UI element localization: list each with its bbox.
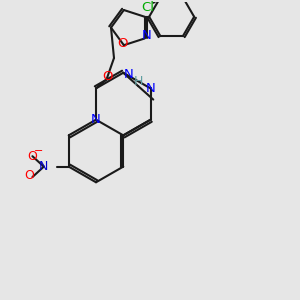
Text: N: N: [141, 29, 151, 42]
Text: N: N: [124, 68, 134, 81]
Text: N: N: [39, 160, 49, 173]
Text: O: O: [25, 169, 34, 182]
Text: O: O: [103, 70, 113, 83]
Text: N: N: [91, 113, 101, 126]
Text: N: N: [146, 82, 155, 95]
Text: Cl: Cl: [141, 1, 154, 14]
Text: H: H: [134, 75, 144, 88]
Text: O: O: [28, 150, 38, 163]
Text: O: O: [117, 37, 128, 50]
Text: −: −: [34, 146, 44, 156]
